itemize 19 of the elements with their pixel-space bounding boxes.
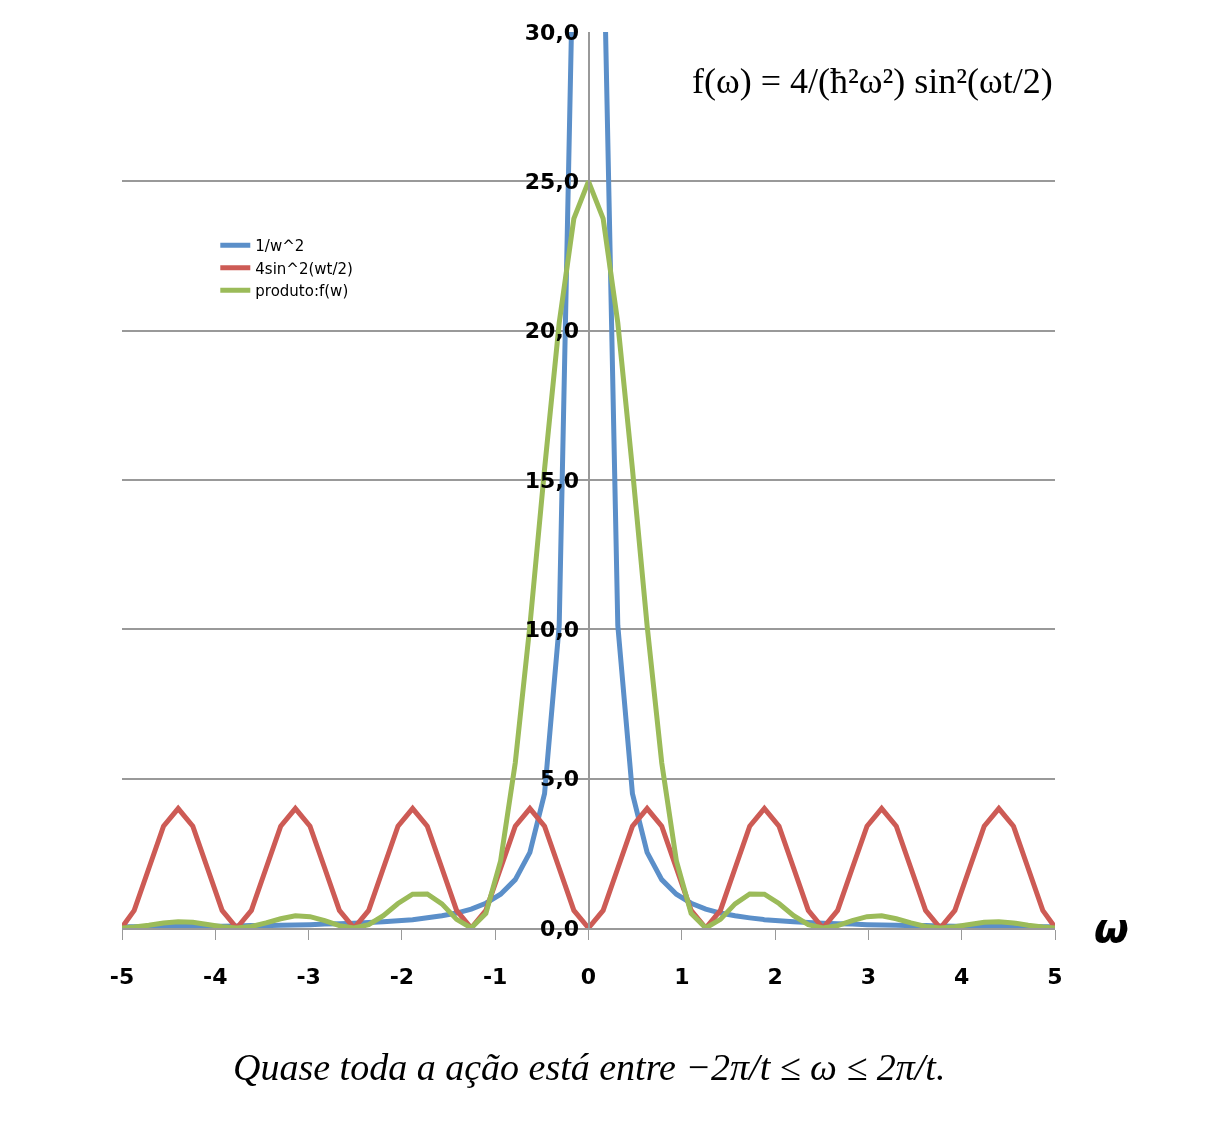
- x-tick-label: 5: [1047, 964, 1063, 990]
- legend-label: produto:f(w): [255, 282, 349, 301]
- y-tick-label: 0,0: [540, 915, 580, 941]
- x-axis-title: ω: [1094, 905, 1129, 951]
- text: Quase toda a ação está entre −2π/t ≤ ω ≤ 2π/t.: [233, 1046, 946, 1088]
- x-tick-label: -2: [389, 964, 415, 990]
- y-tick-label: 30,0: [524, 19, 580, 45]
- x-tick-label: -3: [296, 964, 321, 990]
- x-tick-label: 1: [674, 964, 690, 990]
- x-tick-label: 4: [954, 964, 970, 990]
- x-tick-label: 2: [767, 964, 783, 990]
- annotation: f(ω) = 4/(ħ²ω²) sin²(ωt/2): [692, 61, 1053, 101]
- legend-label: 4sin^2(wt/2): [255, 259, 353, 278]
- x-tick-label: -5: [109, 964, 135, 990]
- x-tick-label: 3: [860, 964, 877, 990]
- legend-label: 1/w^2: [255, 237, 305, 256]
- x-tick-label: -1: [482, 964, 508, 990]
- x-tick-label: 0: [580, 964, 597, 990]
- x-tick-label: -4: [203, 964, 228, 990]
